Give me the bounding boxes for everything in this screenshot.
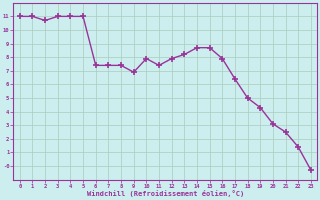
X-axis label: Windchill (Refroidissement éolien,°C): Windchill (Refroidissement éolien,°C) [87, 190, 244, 197]
